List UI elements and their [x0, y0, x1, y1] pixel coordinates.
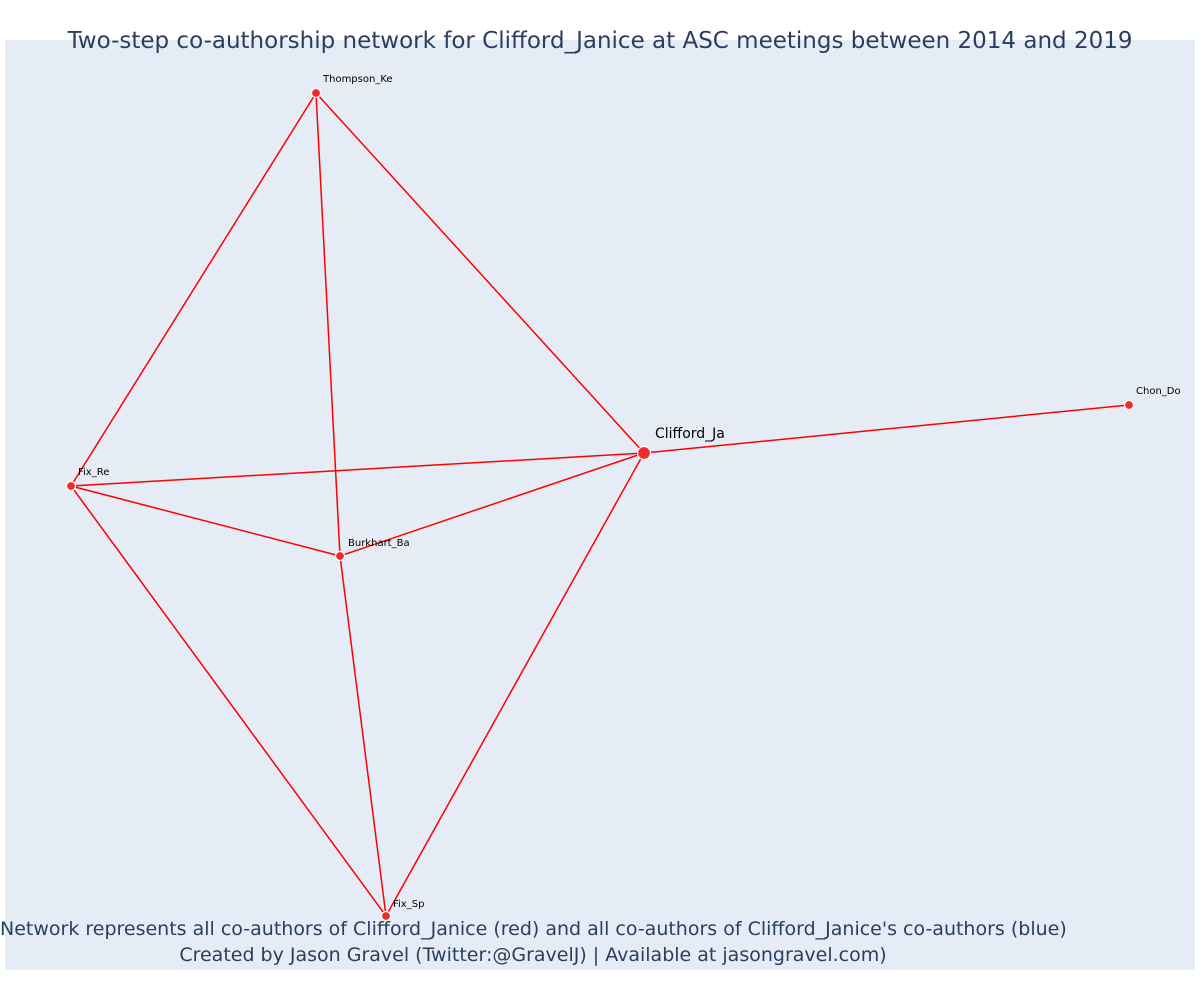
- node-chon_do[interactable]: [1123, 399, 1135, 411]
- node-label-thompson_ke: Thompson_Ke: [322, 74, 393, 85]
- node-fix_re[interactable]: [65, 480, 77, 492]
- node-label-chon_do: Chon_Do: [1136, 386, 1181, 397]
- node-label-clifford_ja: Clifford_Ja: [655, 426, 725, 442]
- node-label-burkhart_ba: Burkhart_Ba: [348, 538, 410, 549]
- node-fix_sp[interactable]: [380, 910, 392, 922]
- edge-thompson_ke-fix_re: [70, 92, 317, 487]
- edge-fix_re-fix_sp: [70, 485, 387, 917]
- edge-thompson_ke-clifford_ja: [315, 92, 645, 454]
- node-burkhart_ba[interactable]: [334, 550, 346, 562]
- caption-credit: Created by Jason Gravel (Twitter:@Gravel…: [179, 944, 887, 966]
- edge-burkhart_ba-fix_sp: [339, 555, 387, 917]
- edge-layer: [70, 92, 1130, 917]
- edge-fix_re-clifford_ja: [70, 452, 645, 487]
- node-clifford_ja[interactable]: [636, 445, 652, 461]
- label-layer: Clifford_Ja Thompson_Ke Fix_Re Burkhart_Ba F…: [78, 74, 1181, 910]
- chart-title: Two-step co-authorship network for Cliff…: [67, 28, 1133, 54]
- edge-thompson_ke-burkhart_ba: [315, 92, 341, 557]
- edge-fix_re-burkhart_ba: [70, 485, 341, 557]
- node-label-fix_sp: Fix_Sp: [393, 899, 424, 910]
- caption-description: Network represents all co-authors of Cli…: [0, 918, 1067, 940]
- node-thompson_ke[interactable]: [310, 87, 322, 99]
- edge-clifford_ja-chon_do: [643, 404, 1130, 454]
- edge-burkhart_ba-clifford_ja: [339, 452, 645, 557]
- node-label-fix_re: Fix_Re: [78, 467, 109, 478]
- edge-fix_sp-clifford_ja: [385, 452, 645, 917]
- plot-background: [5, 40, 1195, 970]
- node-layer: [65, 87, 1135, 922]
